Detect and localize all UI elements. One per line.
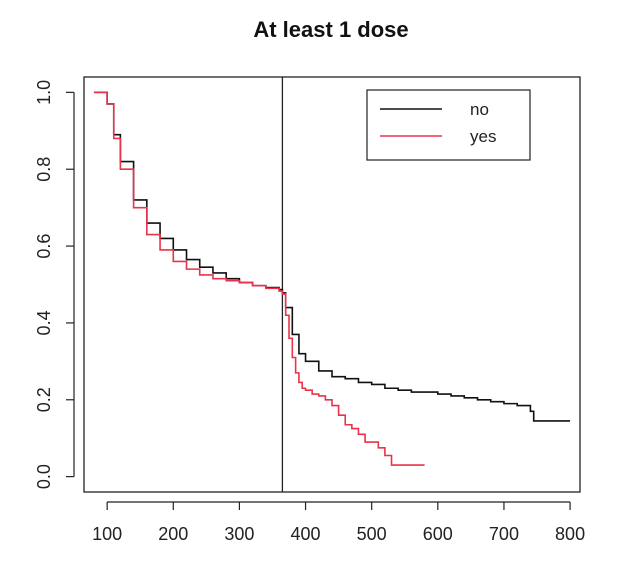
x-axis: 100 200 300 400 500 600 700 800 <box>92 501 585 544</box>
legend-label-no: no <box>470 100 489 119</box>
plot-frame <box>83 76 581 493</box>
y-tick-label: 0.0 <box>34 464 54 489</box>
y-tick-label: 0.8 <box>34 157 54 182</box>
y-axis: 0.0 0.2 0.4 0.6 0.8 1.0 <box>34 80 75 489</box>
x-tick-label: 800 <box>555 524 585 544</box>
series-group <box>93 91 571 466</box>
x-tick-label: 200 <box>158 524 188 544</box>
x-tick-label: 700 <box>489 524 519 544</box>
x-tick-label: 400 <box>291 524 321 544</box>
x-tick-label: 500 <box>357 524 387 544</box>
series-line-no <box>93 91 571 422</box>
x-tick-label: 600 <box>423 524 453 544</box>
x-tick-label: 300 <box>224 524 254 544</box>
y-tick-label: 0.4 <box>34 310 54 335</box>
x-tick-label: 100 <box>92 524 122 544</box>
y-tick-label: 0.2 <box>34 387 54 412</box>
chart-title: At least 1 dose <box>253 17 408 42</box>
legend-label-yes: yes <box>470 127 496 146</box>
y-tick-label: 0.6 <box>34 234 54 259</box>
legend: no yes <box>366 89 531 161</box>
y-tick-label: 1.0 <box>34 80 54 105</box>
legend-box <box>366 89 531 161</box>
series-line-yes <box>93 91 425 466</box>
